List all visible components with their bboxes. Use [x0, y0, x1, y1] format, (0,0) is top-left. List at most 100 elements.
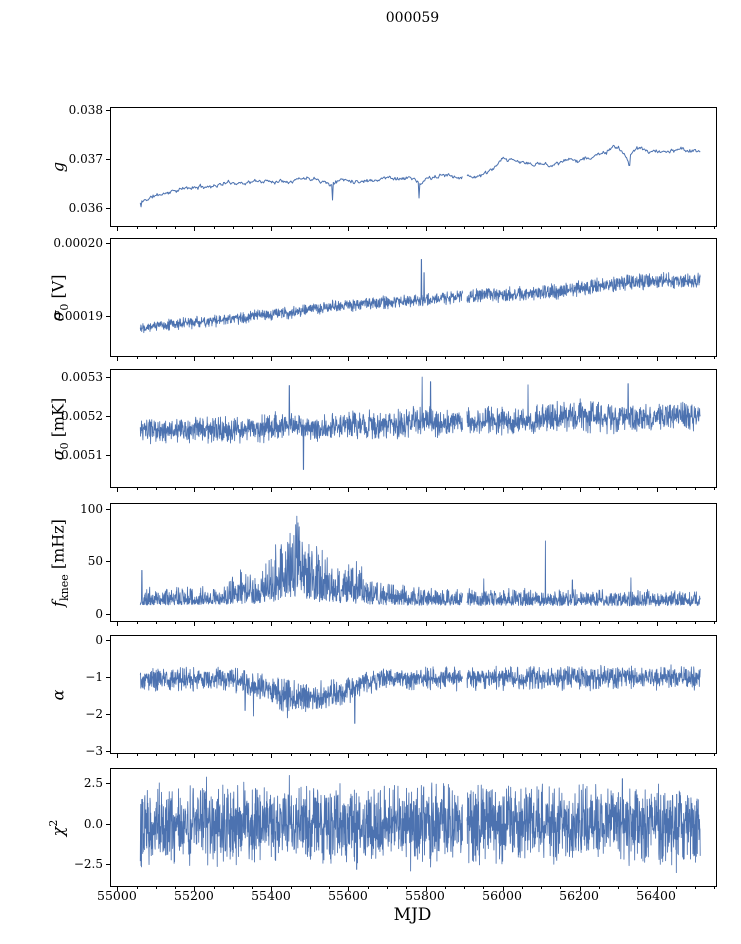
x-minor-tick-mark — [521, 226, 523, 229]
x-minor-tick-mark — [695, 487, 697, 490]
x-minor-tick-mark — [213, 621, 215, 624]
x-tick-mark — [656, 487, 658, 492]
y-tick-label: 0.0 — [83, 816, 103, 831]
y-tick-mark — [106, 639, 111, 641]
x-minor-tick-mark — [560, 753, 562, 756]
x-minor-tick-mark — [598, 621, 600, 624]
x-minor-tick-mark — [232, 621, 234, 624]
y-tick-mark — [106, 316, 111, 317]
x-minor-tick-mark — [213, 487, 215, 490]
x-minor-tick-mark — [387, 753, 388, 756]
x-minor-tick-mark — [637, 226, 639, 229]
y-tick-label: −2.5 — [73, 856, 103, 871]
x-axis-tick-labels: 55000 55200 55400 55600 55800 56000 56200 56400 — [0, 889, 741, 905]
x-minor-tick-mark — [213, 356, 215, 359]
x-tick-mark — [579, 226, 581, 231]
x-tick-mark — [271, 356, 273, 361]
x-minor-tick-mark — [136, 886, 138, 889]
x-tick-mark — [271, 886, 273, 891]
y-tick-label: 0.0052 — [61, 409, 103, 424]
x-minor-tick-mark — [637, 753, 639, 756]
x-minor-tick-mark — [521, 487, 523, 490]
x-minor-tick-mark — [136, 621, 138, 624]
x-tick-mark — [579, 886, 581, 891]
x-minor-tick-mark — [290, 621, 292, 624]
y-tick-label: 50 — [87, 554, 103, 569]
x-minor-tick-mark — [521, 753, 523, 756]
x-minor-tick-mark — [387, 886, 388, 889]
x-minor-tick-mark — [675, 886, 677, 889]
y-tick-label: 0.036 — [68, 201, 103, 216]
alpha-line-series — [111, 636, 716, 753]
x-minor-tick-mark — [155, 621, 157, 624]
x-tick-mark — [117, 226, 119, 231]
x-minor-tick-mark — [252, 753, 254, 756]
x-tick-mark — [502, 226, 504, 231]
x-minor-tick-mark — [560, 356, 562, 359]
subplot-sigma0-mk: σ0 [mK] 0.0053 0.0052 0.0051 — [49, 369, 717, 492]
x-tick-mark — [348, 886, 350, 891]
x-tick-label: 55400 — [251, 888, 291, 903]
x-minor-tick-mark — [675, 226, 677, 229]
x-minor-tick-mark — [637, 487, 639, 490]
x-minor-tick-mark — [637, 621, 639, 624]
x-minor-tick-mark — [695, 356, 697, 359]
x-minor-tick-mark — [598, 226, 600, 229]
x-minor-tick-mark — [521, 886, 523, 889]
x-minor-tick-mark — [232, 886, 234, 889]
x-tick-mark — [425, 226, 427, 231]
y-tick-label: 0.037 — [68, 152, 103, 167]
x-minor-tick-mark — [521, 356, 523, 359]
y-axis-label-unit: [V] — [48, 273, 68, 304]
x-tick-mark — [194, 356, 196, 361]
x-minor-tick-mark — [232, 753, 234, 756]
x-minor-tick-mark — [444, 487, 446, 490]
x-minor-tick-mark — [213, 226, 215, 229]
x-minor-tick-mark — [329, 753, 331, 756]
x-minor-tick-mark — [387, 621, 388, 624]
x-tick-label: 55800 — [405, 888, 445, 903]
subplot-chi2: χ2 2.5 0.0 −2.5 — [47, 768, 717, 891]
y-tick-label: −2 — [85, 706, 103, 721]
x-minor-tick-mark — [637, 886, 639, 889]
x-minor-tick-mark — [329, 621, 331, 624]
x-tick-mark — [117, 487, 119, 492]
x-minor-tick-mark — [309, 487, 311, 490]
y-tick-mark — [106, 676, 111, 678]
x-minor-tick-mark — [695, 621, 697, 624]
x-minor-tick-mark — [483, 226, 485, 229]
x-tick-mark — [348, 621, 350, 626]
x-tick-label: 56400 — [636, 888, 676, 903]
x-minor-tick-mark — [367, 621, 369, 624]
x-minor-tick-mark — [444, 886, 446, 889]
x-minor-tick-mark — [464, 487, 466, 490]
x-minor-tick-mark — [367, 226, 369, 229]
x-tick-mark — [579, 356, 581, 361]
x-minor-tick-mark — [483, 753, 485, 756]
y-tick-mark — [106, 159, 111, 161]
x-tick-mark — [194, 487, 196, 492]
x-tick-mark — [579, 487, 581, 492]
x-minor-tick-mark — [252, 487, 254, 490]
x-minor-tick-mark — [695, 226, 697, 229]
x-minor-tick-mark — [309, 753, 311, 756]
x-minor-tick-mark — [329, 226, 331, 229]
x-minor-tick-mark — [637, 356, 639, 359]
x-tick-mark — [117, 356, 119, 361]
g-line-series — [111, 108, 716, 226]
x-minor-tick-mark — [714, 886, 716, 889]
x-minor-tick-mark — [329, 487, 331, 490]
x-minor-tick-mark — [618, 886, 620, 889]
x-minor-tick-mark — [309, 621, 311, 624]
x-tick-mark — [425, 621, 427, 626]
x-tick-mark — [271, 753, 273, 758]
x-tick-mark — [348, 487, 350, 492]
x-minor-tick-mark — [329, 356, 331, 359]
x-minor-tick-mark — [213, 753, 215, 756]
x-minor-tick-mark — [714, 753, 716, 756]
y-tick-mark — [106, 783, 111, 785]
x-minor-tick-mark — [541, 226, 543, 229]
subplot-fknee: fknee [mHz] 100 50 0 — [49, 502, 717, 626]
x-minor-tick-mark — [290, 356, 292, 359]
x-minor-tick-mark — [598, 886, 600, 889]
